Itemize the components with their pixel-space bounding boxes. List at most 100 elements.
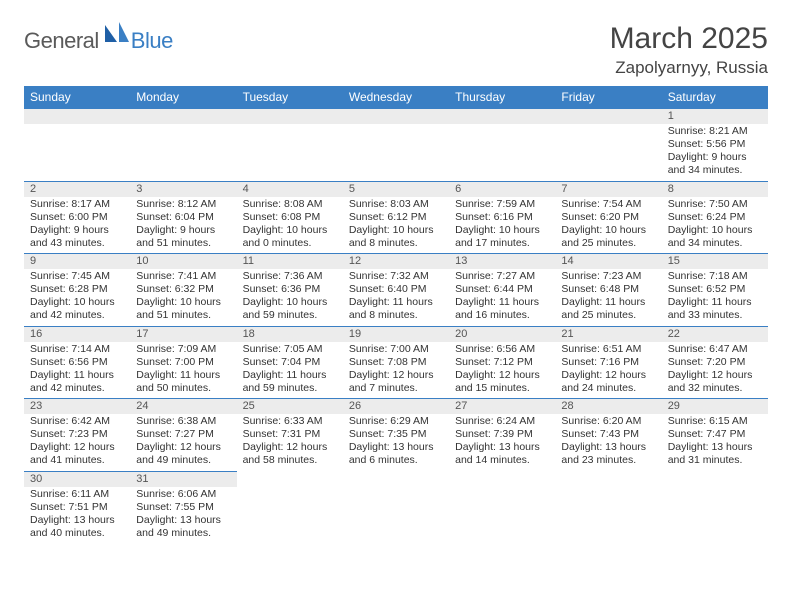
daylight-line-2: and 51 minutes.	[136, 309, 230, 322]
sunrise-line: Sunrise: 6:51 AM	[561, 343, 655, 356]
sunset-line: Sunset: 7:39 PM	[455, 428, 549, 441]
day-body: Sunrise: 8:12 AMSunset: 6:04 PMDaylight:…	[130, 197, 236, 254]
day-body: Sunrise: 7:09 AMSunset: 7:00 PMDaylight:…	[130, 342, 236, 399]
sunrise-line: Sunrise: 7:41 AM	[136, 270, 230, 283]
sunrise-line: Sunrise: 7:45 AM	[30, 270, 124, 283]
day-body	[449, 471, 555, 525]
day-number	[237, 109, 343, 124]
day-body: Sunrise: 7:50 AMSunset: 6:24 PMDaylight:…	[662, 197, 768, 254]
daylight-line-1: Daylight: 12 hours	[349, 369, 443, 382]
day-number: 1	[662, 109, 768, 124]
daylight-line-2: and 23 minutes.	[561, 454, 655, 467]
day-body: Sunrise: 6:33 AMSunset: 7:31 PMDaylight:…	[237, 414, 343, 471]
calendar-day: 2Sunrise: 8:17 AMSunset: 6:00 PMDaylight…	[24, 181, 130, 254]
daylight-line-1: Daylight: 10 hours	[136, 296, 230, 309]
day-body: Sunrise: 8:03 AMSunset: 6:12 PMDaylight:…	[343, 197, 449, 254]
sunset-line: Sunset: 7:12 PM	[455, 356, 549, 369]
calendar-day-empty	[237, 109, 343, 181]
sunset-line: Sunset: 7:04 PM	[243, 356, 337, 369]
sunrise-line: Sunrise: 7:05 AM	[243, 343, 337, 356]
day-number: 9	[24, 254, 130, 269]
location: Zapolyarnyy, Russia	[610, 58, 768, 78]
day-number: 5	[343, 182, 449, 197]
day-body: Sunrise: 8:17 AMSunset: 6:00 PMDaylight:…	[24, 197, 130, 254]
daylight-line-2: and 33 minutes.	[668, 309, 762, 322]
sunset-line: Sunset: 7:16 PM	[561, 356, 655, 369]
calendar-table: SundayMondayTuesdayWednesdayThursdayFrid…	[24, 86, 768, 543]
day-number	[555, 109, 661, 124]
calendar-day: 14Sunrise: 7:23 AMSunset: 6:48 PMDayligh…	[555, 254, 661, 327]
daylight-line-2: and 43 minutes.	[30, 237, 124, 250]
day-number: 6	[449, 182, 555, 197]
daylight-line-2: and 17 minutes.	[455, 237, 549, 250]
day-number	[130, 109, 236, 124]
calendar-week-row: 9Sunrise: 7:45 AMSunset: 6:28 PMDaylight…	[24, 254, 768, 327]
day-number: 16	[24, 327, 130, 342]
sunrise-line: Sunrise: 7:00 AM	[349, 343, 443, 356]
sunrise-line: Sunrise: 7:50 AM	[668, 198, 762, 211]
sunrise-line: Sunrise: 6:47 AM	[668, 343, 762, 356]
day-body	[237, 124, 343, 178]
calendar-day: 29Sunrise: 6:15 AMSunset: 7:47 PMDayligh…	[662, 399, 768, 472]
calendar-day: 16Sunrise: 7:14 AMSunset: 6:56 PMDayligh…	[24, 326, 130, 399]
calendar-day: 20Sunrise: 6:56 AMSunset: 7:12 PMDayligh…	[449, 326, 555, 399]
calendar-week-row: 23Sunrise: 6:42 AMSunset: 7:23 PMDayligh…	[24, 399, 768, 472]
day-body: Sunrise: 6:38 AMSunset: 7:27 PMDaylight:…	[130, 414, 236, 471]
sunset-line: Sunset: 7:00 PM	[136, 356, 230, 369]
logo-text-blue: Blue	[131, 28, 173, 54]
day-body: Sunrise: 6:47 AMSunset: 7:20 PMDaylight:…	[662, 342, 768, 399]
calendar-day: 10Sunrise: 7:41 AMSunset: 6:32 PMDayligh…	[130, 254, 236, 327]
sunset-line: Sunset: 7:43 PM	[561, 428, 655, 441]
day-body: Sunrise: 7:05 AMSunset: 7:04 PMDaylight:…	[237, 342, 343, 399]
sunset-line: Sunset: 7:23 PM	[30, 428, 124, 441]
day-body	[237, 471, 343, 525]
daylight-line-2: and 34 minutes.	[668, 164, 762, 177]
sunrise-line: Sunrise: 6:38 AM	[136, 415, 230, 428]
day-body: Sunrise: 6:20 AMSunset: 7:43 PMDaylight:…	[555, 414, 661, 471]
daylight-line-2: and 15 minutes.	[455, 382, 549, 395]
daylight-line-1: Daylight: 9 hours	[136, 224, 230, 237]
sunset-line: Sunset: 6:48 PM	[561, 283, 655, 296]
day-body: Sunrise: 7:59 AMSunset: 6:16 PMDaylight:…	[449, 197, 555, 254]
calendar-day: 24Sunrise: 6:38 AMSunset: 7:27 PMDayligh…	[130, 399, 236, 472]
sunrise-line: Sunrise: 6:42 AM	[30, 415, 124, 428]
calendar-day: 8Sunrise: 7:50 AMSunset: 6:24 PMDaylight…	[662, 181, 768, 254]
daylight-line-1: Daylight: 11 hours	[30, 369, 124, 382]
sunset-line: Sunset: 7:08 PM	[349, 356, 443, 369]
day-number: 24	[130, 399, 236, 414]
daylight-line-2: and 31 minutes.	[668, 454, 762, 467]
calendar-day: 1Sunrise: 8:21 AMSunset: 5:56 PMDaylight…	[662, 109, 768, 181]
daylight-line-2: and 50 minutes.	[136, 382, 230, 395]
daylight-line-1: Daylight: 10 hours	[349, 224, 443, 237]
daylight-line-1: Daylight: 13 hours	[455, 441, 549, 454]
sunset-line: Sunset: 7:20 PM	[668, 356, 762, 369]
sunset-line: Sunset: 6:44 PM	[455, 283, 549, 296]
sunrise-line: Sunrise: 6:06 AM	[136, 488, 230, 501]
calendar-day: 27Sunrise: 6:24 AMSunset: 7:39 PMDayligh…	[449, 399, 555, 472]
daylight-line-1: Daylight: 12 hours	[561, 369, 655, 382]
calendar-day: 19Sunrise: 7:00 AMSunset: 7:08 PMDayligh…	[343, 326, 449, 399]
daylight-line-2: and 41 minutes.	[30, 454, 124, 467]
daylight-line-1: Daylight: 12 hours	[668, 369, 762, 382]
daylight-line-2: and 7 minutes.	[349, 382, 443, 395]
daylight-line-2: and 16 minutes.	[455, 309, 549, 322]
day-number: 26	[343, 399, 449, 414]
daylight-line-1: Daylight: 12 hours	[136, 441, 230, 454]
daylight-line-1: Daylight: 11 hours	[455, 296, 549, 309]
calendar-day: 30Sunrise: 6:11 AMSunset: 7:51 PMDayligh…	[24, 471, 130, 543]
calendar-day-empty	[555, 109, 661, 181]
sunset-line: Sunset: 7:35 PM	[349, 428, 443, 441]
day-number: 27	[449, 399, 555, 414]
day-body: Sunrise: 8:21 AMSunset: 5:56 PMDaylight:…	[662, 124, 768, 181]
sunrise-line: Sunrise: 8:21 AM	[668, 125, 762, 138]
daylight-line-1: Daylight: 9 hours	[30, 224, 124, 237]
day-number: 10	[130, 254, 236, 269]
day-number: 4	[237, 182, 343, 197]
daylight-line-2: and 42 minutes.	[30, 309, 124, 322]
sunset-line: Sunset: 6:56 PM	[30, 356, 124, 369]
sunrise-line: Sunrise: 7:09 AM	[136, 343, 230, 356]
calendar-day-empty	[343, 109, 449, 181]
daylight-line-1: Daylight: 10 hours	[561, 224, 655, 237]
sunset-line: Sunset: 6:20 PM	[561, 211, 655, 224]
calendar-day: 17Sunrise: 7:09 AMSunset: 7:00 PMDayligh…	[130, 326, 236, 399]
